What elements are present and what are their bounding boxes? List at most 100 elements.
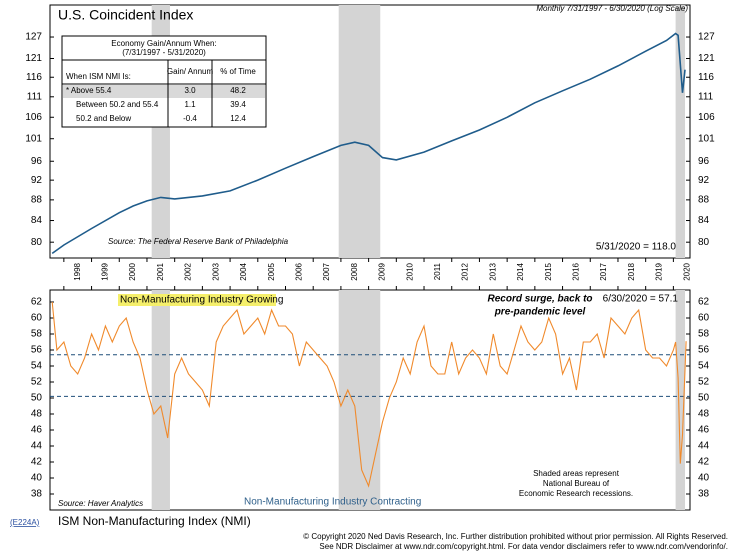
source-note: Source: The Federal Reserve Bank of Phil… <box>108 237 289 246</box>
x-tick-label: 2004 <box>239 262 248 280</box>
recession-band <box>151 290 170 510</box>
y-tick-label: 101 <box>25 133 42 144</box>
recession-band <box>338 290 381 510</box>
table-cell: 48.2 <box>230 86 246 95</box>
x-tick-label: 2010 <box>405 262 414 280</box>
annotation: pre-pandemic level <box>494 307 586 318</box>
y-tick-label: 60 <box>698 313 710 324</box>
x-tick-label: 1998 <box>73 262 82 280</box>
y-tick-label: 38 <box>31 489 43 500</box>
y-tick-label: 54 <box>698 361 710 372</box>
y-tick-label: 40 <box>31 473 43 484</box>
y-tick-label: 54 <box>31 361 43 372</box>
y-tick-label: 88 <box>698 195 710 206</box>
source-note: Source: Haver Analytics <box>58 499 143 508</box>
shade-note: Economic Research recessions. <box>519 489 633 498</box>
y-tick-label: 62 <box>31 297 43 308</box>
table-header: When ISM NMI Is: <box>66 72 131 81</box>
table-cell: * Above 55.4 <box>66 86 112 95</box>
annotation: Record surge, back to <box>487 294 592 305</box>
data-line <box>51 301 687 488</box>
y-tick-label: 127 <box>698 32 715 43</box>
y-tick-label: 50 <box>31 393 43 404</box>
y-tick-label: 116 <box>26 72 42 83</box>
x-tick-label: 2019 <box>655 262 664 280</box>
stats-table <box>61 35 267 128</box>
y-tick-label: 48 <box>698 409 710 420</box>
x-tick-label: 2020 <box>682 262 691 280</box>
data-line <box>51 32 686 255</box>
y-tick-label: 44 <box>698 441 710 452</box>
recession-band <box>338 5 381 258</box>
y-tick-label: 46 <box>31 425 43 436</box>
y-tick-label: 106 <box>698 112 715 123</box>
x-tick-label: 2001 <box>156 262 165 280</box>
recession-band <box>675 290 686 510</box>
y-tick-label: 111 <box>698 91 714 102</box>
y-tick-label: 44 <box>31 441 43 452</box>
x-tick-label: 2006 <box>294 262 303 280</box>
x-tick-label: 2005 <box>267 262 276 280</box>
y-tick-label: 58 <box>698 329 710 340</box>
x-tick-label: 2014 <box>516 262 525 280</box>
y-tick-label: 56 <box>698 345 710 356</box>
last-value-note: 5/31/2020 = 118.0 <box>596 242 677 253</box>
chart-code: (E224A) <box>10 518 40 527</box>
y-tick-label: 111 <box>27 91 43 102</box>
y-tick-label: 80 <box>31 237 43 248</box>
table-cell: 1.1 <box>184 100 196 109</box>
shade-note: National Bureau of <box>543 479 610 488</box>
y-tick-label: 88 <box>31 195 43 206</box>
y-tick-label: 52 <box>698 377 710 388</box>
y-tick-label: 62 <box>698 297 710 308</box>
y-tick-label: 116 <box>698 72 714 83</box>
x-tick-label: 2012 <box>461 262 470 280</box>
x-tick-label: 2011 <box>433 262 442 280</box>
x-tick-label: 2009 <box>378 262 387 280</box>
table-header: % of Time <box>220 67 256 76</box>
x-tick-label: 2007 <box>322 262 331 280</box>
table-cell: 39.4 <box>230 100 246 109</box>
chart-title: ISM Non-Manufacturing Index (NMI) <box>58 514 251 528</box>
y-tick-label: 38 <box>698 489 710 500</box>
zone-label: Non-Manufacturing Industry Growing <box>120 295 283 306</box>
y-tick-label: 106 <box>25 112 42 123</box>
table-cell: 12.4 <box>230 114 246 123</box>
x-tick-label: 2003 <box>211 262 220 280</box>
y-tick-label: 92 <box>698 175 710 186</box>
y-tick-label: 56 <box>31 345 43 356</box>
chart-title: U.S. Coincident Index <box>58 7 193 23</box>
y-tick-label: 121 <box>698 53 715 64</box>
y-tick-label: 58 <box>31 329 43 340</box>
table-subtitle: (7/31/1997 - 5/31/2020) <box>122 48 206 57</box>
x-tick-label: 2008 <box>350 262 359 280</box>
zone-label: Non-Manufacturing Industry Contracting <box>244 497 421 508</box>
copyright: © Copyright 2020 Ned Davis Research, Inc… <box>303 532 728 541</box>
x-tick-label: 1999 <box>101 262 110 280</box>
label-highlight <box>118 294 276 306</box>
disclaimer: See NDR Disclaimer at www.ndr.com/copyri… <box>319 542 728 551</box>
shade-note: Shaded areas represent <box>533 469 620 478</box>
y-tick-label: 52 <box>31 377 43 388</box>
y-tick-label: 42 <box>31 457 43 468</box>
y-tick-label: 96 <box>698 156 710 167</box>
y-tick-label: 46 <box>698 425 710 436</box>
y-tick-label: 40 <box>698 473 710 484</box>
y-tick-label: 48 <box>31 409 43 420</box>
y-tick-label: 127 <box>25 32 42 43</box>
y-tick-label: 121 <box>25 53 42 64</box>
table-cell: Between 50.2 and 55.4 <box>76 100 159 109</box>
recession-band <box>675 5 686 258</box>
y-tick-label: 50 <box>698 393 710 404</box>
x-tick-label: 2017 <box>599 262 608 280</box>
table-header: Gain/ Annum <box>167 67 214 76</box>
chart-subtitle: Monthly 7/31/1997 - 6/30/2020 (Log Scale… <box>536 4 688 13</box>
table-cell: 50.2 and Below <box>76 114 131 123</box>
y-tick-label: 96 <box>31 156 43 167</box>
y-tick-label: 42 <box>698 457 710 468</box>
table-title: Economy Gain/Annum When: <box>111 39 216 48</box>
y-tick-label: 60 <box>31 313 43 324</box>
x-tick-label: 2002 <box>184 262 193 280</box>
